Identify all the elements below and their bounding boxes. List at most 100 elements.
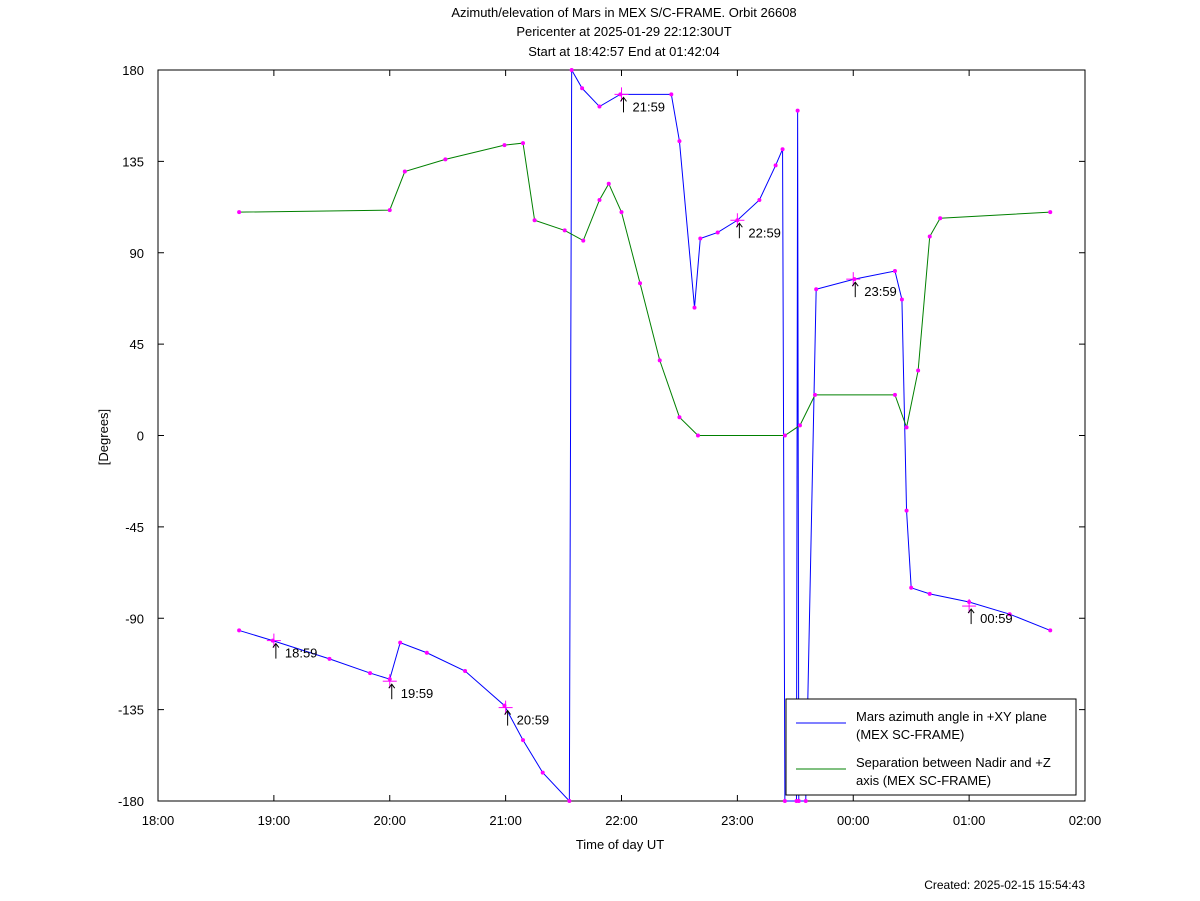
data-point xyxy=(692,305,697,310)
data-point xyxy=(899,297,904,302)
data-point xyxy=(237,628,242,633)
data-point xyxy=(368,671,373,676)
data-point xyxy=(638,281,643,286)
data-point xyxy=(521,738,526,743)
annotation: 21:59 xyxy=(633,99,666,114)
x-tick-label: 21:00 xyxy=(489,813,522,828)
data-point xyxy=(424,650,429,655)
data-point xyxy=(562,228,567,233)
data-point xyxy=(327,656,332,661)
data-point xyxy=(597,197,602,202)
y-tick-label: 180 xyxy=(122,63,144,78)
data-point xyxy=(892,269,897,274)
data-point xyxy=(540,770,545,775)
y-tick-label: 45 xyxy=(130,337,144,352)
data-point xyxy=(387,208,392,213)
y-tick-label: -45 xyxy=(125,520,144,535)
data-point xyxy=(892,392,897,397)
data-point xyxy=(695,433,700,438)
series-line xyxy=(239,142,1051,436)
y-tick-label: 90 xyxy=(130,246,144,261)
y-tick-label: -90 xyxy=(125,611,144,626)
data-point xyxy=(698,236,703,241)
annotation: 19:59 xyxy=(401,686,434,701)
data-point xyxy=(402,169,407,174)
data-point xyxy=(814,287,819,292)
data-point xyxy=(904,508,909,513)
data-point xyxy=(803,799,808,803)
y-tick-label: 135 xyxy=(122,154,144,169)
data-point xyxy=(796,799,801,803)
data-point xyxy=(597,104,602,109)
legend-label: Mars azimuth angle in +XY plane (MEX SC-F… xyxy=(856,709,1047,742)
data-point xyxy=(398,640,403,645)
legend-label: Separation between Nadir and +Z axis (MEX… xyxy=(856,755,1051,788)
y-tick-label: 0 xyxy=(137,429,144,444)
data-point xyxy=(580,86,585,91)
annotation-arrow xyxy=(620,96,627,102)
x-axis-label: Time of day UT xyxy=(576,837,664,852)
annotation: 20:59 xyxy=(517,713,550,728)
data-point xyxy=(1007,612,1012,617)
data-point xyxy=(237,210,242,215)
y-axis-label: [Degrees] xyxy=(96,409,111,465)
chart-subtitle: Start at 18:42:57 End at 01:42:04 xyxy=(528,44,720,59)
data-point xyxy=(927,591,932,596)
x-tick-label: 20:00 xyxy=(373,813,406,828)
annotation-arrow xyxy=(272,642,280,648)
plot-frame xyxy=(157,69,1086,802)
data-point xyxy=(677,139,682,144)
annotation: 23:59 xyxy=(864,284,897,299)
annotation-arrow xyxy=(851,281,859,287)
data-point xyxy=(773,163,778,168)
annotation-arrow xyxy=(504,709,512,715)
x-tick-label: 02:00 xyxy=(1069,813,1102,828)
data-point xyxy=(782,799,787,803)
data-point xyxy=(782,433,787,438)
data-point xyxy=(567,799,572,803)
x-tick-label: 01:00 xyxy=(953,813,986,828)
annotation: 00:59 xyxy=(980,611,1013,626)
data-point xyxy=(813,392,818,397)
data-point xyxy=(916,368,921,373)
data-point xyxy=(1048,628,1053,633)
annotation-arrow xyxy=(967,608,975,614)
legend-box xyxy=(785,698,1077,796)
annotation: 22:59 xyxy=(748,225,781,240)
annotation-arrow xyxy=(735,222,743,228)
x-tick-label: 00:00 xyxy=(837,813,870,828)
x-tick-label: 18:00 xyxy=(142,813,175,828)
data-point xyxy=(677,415,682,420)
data-point xyxy=(757,197,762,202)
data-point xyxy=(904,425,909,430)
data-point xyxy=(909,585,914,590)
data-point xyxy=(1048,210,1053,215)
footer: Created: 2025-02-15 15:54:43 xyxy=(924,878,1085,892)
annotation: 18:59 xyxy=(285,646,318,661)
x-tick-label: 22:00 xyxy=(605,813,638,828)
data-point xyxy=(938,216,943,221)
chart-title: Azimuth/elevation of Mars in MEX S/C-FRA… xyxy=(451,5,796,20)
data-point xyxy=(619,210,624,215)
data-point xyxy=(795,108,800,113)
data-point xyxy=(669,92,674,97)
data-point xyxy=(715,230,720,235)
data-point xyxy=(569,68,574,72)
data-point xyxy=(443,157,448,162)
data-point xyxy=(532,218,537,223)
data-point xyxy=(581,238,586,243)
data-point xyxy=(521,141,526,146)
data-point xyxy=(797,423,802,428)
data-point xyxy=(502,143,507,148)
chart-subtitle: Pericenter at 2025-01-29 22:12:30UT xyxy=(516,24,731,39)
series-line xyxy=(238,68,1051,803)
data-point xyxy=(927,234,932,239)
data-point xyxy=(463,669,468,674)
y-tick-label: -180 xyxy=(118,794,144,809)
data-point xyxy=(657,358,662,363)
x-tick-label: 19:00 xyxy=(258,813,291,828)
data-point xyxy=(606,181,611,186)
x-tick-label: 23:00 xyxy=(721,813,754,828)
annotation-arrow xyxy=(388,683,396,689)
